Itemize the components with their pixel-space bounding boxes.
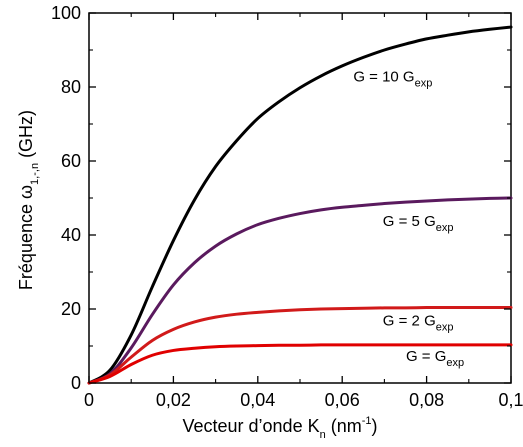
curve-label-subscript: exp [436, 322, 454, 334]
x-tick-label: 0,04 [240, 390, 275, 410]
x-tick-label: 0,08 [409, 390, 444, 410]
y-axis-label: Fréquence ω1,-,n (GHz) [16, 110, 41, 290]
y-tick-label: 0 [71, 373, 81, 393]
x-axis-label-subscript: n [320, 429, 326, 441]
x-tick-label: 0 [84, 390, 94, 410]
y-axis-label-unit: (GHz) [16, 110, 36, 163]
curve-label-text: G = 2 G [383, 313, 436, 330]
y-axis-label-main: Fréquence ω [16, 185, 36, 290]
curve-label-text: G = 10 G [353, 68, 414, 85]
curve-label-text: G = 5 G [383, 213, 436, 230]
series-line-4 [87, 343, 513, 385]
ticks-group: 0 0,02 0,04 0,06 0,08 0,1 0 20 40 60 80 100 [51, 3, 523, 410]
curve-label-1: G = 10 Gexp [353, 68, 432, 89]
x-tick-label: 0,06 [325, 390, 360, 410]
y-tick-label: 60 [61, 151, 81, 171]
x-tick-label: 0,02 [156, 390, 191, 410]
series-line-3 [87, 305, 513, 385]
x-axis-label-unit: (nm [326, 416, 362, 436]
labels-group: Vecteur d’onde Kn (nm-1) Fréquence ω1,-,n… [16, 110, 378, 441]
series-line-1 [87, 25, 513, 385]
curve-label-subscript: exp [415, 77, 433, 89]
y-axis-label-subscript: 1,-,n [29, 163, 41, 185]
series-group [87, 25, 513, 385]
series-line-2 [87, 196, 513, 385]
curve-label-text: G = G [406, 348, 446, 365]
x-axis-label-main: Vecteur d’onde K [182, 416, 319, 436]
curve-label-subscript: exp [446, 357, 464, 369]
curve-label-2: G = 5 Gexp [383, 213, 454, 234]
y-tick-label: 80 [61, 77, 81, 97]
x-axis-label-unit-close: ) [372, 416, 378, 436]
y-tick-label: 40 [61, 225, 81, 245]
y-tick-label: 100 [51, 3, 81, 23]
x-tick-label: 0,1 [498, 390, 523, 410]
curve-label-4: G = Gexp [406, 348, 464, 369]
y-tick-label: 20 [61, 299, 81, 319]
curve-label-3: G = 2 Gexp [383, 313, 454, 334]
x-axis-label-superscript: -1 [362, 415, 372, 427]
curve-label-subscript: exp [436, 222, 454, 234]
x-axis-label: Vecteur d’onde Kn (nm-1) [182, 415, 377, 441]
